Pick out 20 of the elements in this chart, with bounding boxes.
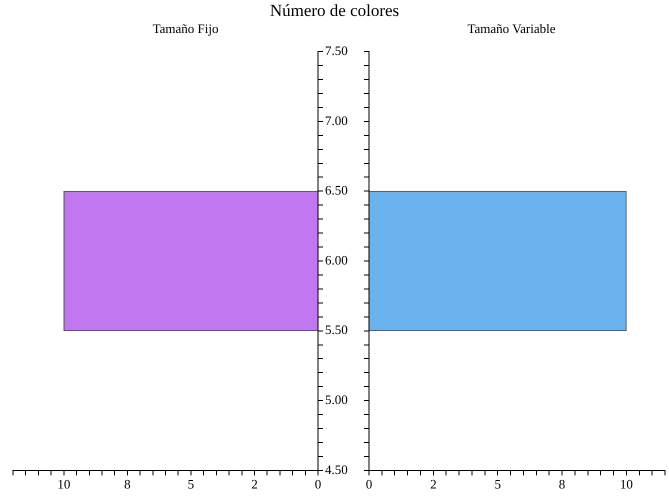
x-tick-label: 10: [620, 476, 633, 492]
x-tick-label: 10: [57, 476, 70, 492]
y-tick-label: 6.00: [325, 252, 348, 268]
x-tick-label: 2: [430, 476, 437, 492]
x-tick-label: 8: [558, 476, 566, 492]
x-tick-label: 2: [251, 476, 258, 492]
chart-subtitle: Tamaño Variable: [467, 21, 556, 36]
chart-title: Número de colores: [268, 0, 400, 22]
x-tick-label: 5: [494, 476, 501, 492]
chart-subtitle: Tamaño Fijo: [152, 21, 218, 36]
x-tick-label: 5: [188, 476, 194, 492]
x-tick-label: 8: [124, 476, 131, 492]
y-tick-label: 7.00: [325, 112, 348, 128]
x-tick-label: 0: [366, 476, 372, 492]
y-tick-label: 6.50: [325, 182, 348, 198]
y-tick-label: 5.00: [325, 392, 348, 408]
y-tick-label: 4.50: [325, 462, 348, 477]
x-tick-label: 0: [314, 476, 322, 492]
y-tick-label: 5.50: [325, 322, 348, 338]
y-tick-label: 7.50: [325, 43, 348, 58]
